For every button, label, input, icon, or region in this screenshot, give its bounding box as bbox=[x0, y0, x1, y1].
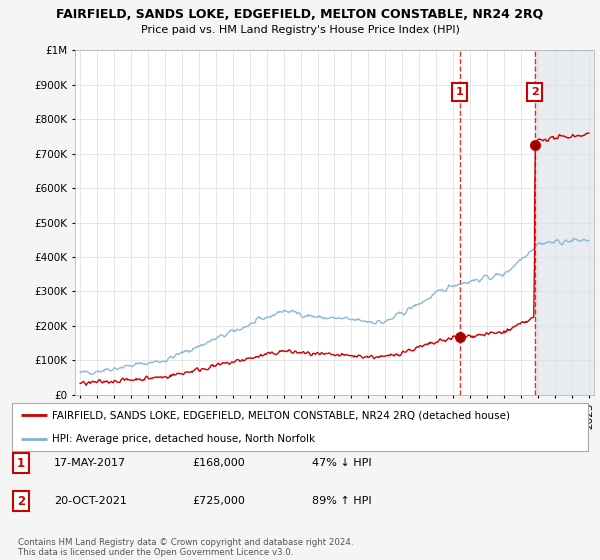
Text: Price paid vs. HM Land Registry's House Price Index (HPI): Price paid vs. HM Land Registry's House … bbox=[140, 25, 460, 35]
Text: 47% ↓ HPI: 47% ↓ HPI bbox=[312, 458, 371, 468]
Text: 2: 2 bbox=[17, 494, 25, 508]
Text: 2: 2 bbox=[531, 87, 539, 97]
Bar bbox=[535, 50, 594, 395]
Text: 20-OCT-2021: 20-OCT-2021 bbox=[54, 496, 127, 506]
Text: Contains HM Land Registry data © Crown copyright and database right 2024.
This d: Contains HM Land Registry data © Crown c… bbox=[18, 538, 353, 557]
Text: FAIRFIELD, SANDS LOKE, EDGEFIELD, MELTON CONSTABLE, NR24 2RQ (detached house): FAIRFIELD, SANDS LOKE, EDGEFIELD, MELTON… bbox=[52, 410, 511, 420]
Text: £168,000: £168,000 bbox=[192, 458, 245, 468]
Text: £725,000: £725,000 bbox=[192, 496, 245, 506]
Text: 17-MAY-2017: 17-MAY-2017 bbox=[54, 458, 126, 468]
Text: HPI: Average price, detached house, North Norfolk: HPI: Average price, detached house, Nort… bbox=[52, 434, 316, 444]
Text: 1: 1 bbox=[455, 87, 463, 97]
Text: 89% ↑ HPI: 89% ↑ HPI bbox=[312, 496, 371, 506]
Text: 1: 1 bbox=[17, 456, 25, 470]
Text: FAIRFIELD, SANDS LOKE, EDGEFIELD, MELTON CONSTABLE, NR24 2RQ: FAIRFIELD, SANDS LOKE, EDGEFIELD, MELTON… bbox=[56, 8, 544, 21]
